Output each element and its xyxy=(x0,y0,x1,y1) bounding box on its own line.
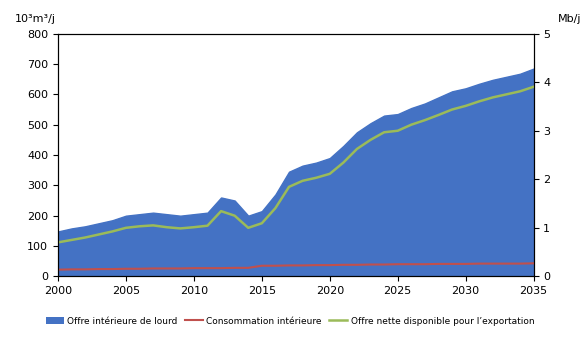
Legend: Offre intérieure de lourd, Consommation intérieure, Offre nette disponible pour : Offre intérieure de lourd, Consommation … xyxy=(42,313,538,329)
Text: 10³m³/j: 10³m³/j xyxy=(15,14,56,24)
Text: Mb/j: Mb/j xyxy=(557,14,580,24)
